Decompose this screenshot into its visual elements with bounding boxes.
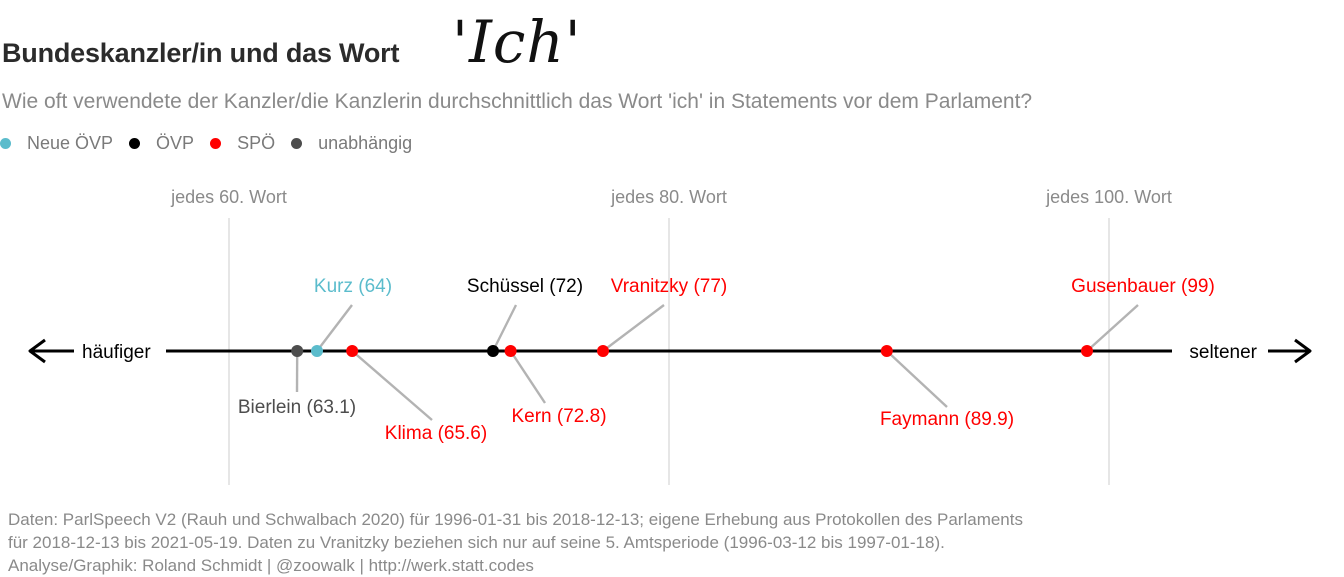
tick-label: jedes 80. Wort [610, 187, 727, 207]
tick-label: jedes 100. Wort [1045, 187, 1172, 207]
point-schüssel [487, 345, 499, 357]
point-label: Schüssel (72) [467, 276, 583, 297]
point-label: Gusenbauer (99) [1071, 276, 1215, 297]
connector-line [887, 351, 947, 407]
connector-line [1087, 305, 1138, 351]
point-faymann [881, 345, 893, 357]
connector-line [317, 305, 352, 351]
point-kern [505, 345, 517, 357]
connector-line [603, 305, 664, 351]
caption-line: Daten: ParlSpeech V2 (Rauh und Schwalbac… [8, 508, 1023, 531]
point-vranitzky [597, 345, 609, 357]
tick-label: jedes 60. Wort [170, 187, 287, 207]
right-direction-label: seltener [1189, 342, 1257, 363]
caption: Daten: ParlSpeech V2 (Rauh und Schwalbac… [8, 508, 1023, 577]
point-label: Klima (65.6) [385, 423, 487, 444]
point-klima [346, 345, 358, 357]
left-direction-label: häufiger [82, 342, 151, 363]
point-label: Kurz (64) [314, 276, 392, 297]
point-bierlein [291, 345, 303, 357]
point-label: Bierlein (63.1) [238, 397, 356, 418]
connector-line [493, 305, 516, 351]
point-label: Vranitzky (77) [611, 276, 728, 297]
connector-line [511, 351, 545, 403]
connector-line [352, 351, 432, 420]
point-label: Faymann (89.9) [880, 409, 1014, 430]
caption-line: Analyse/Graphik: Roland Schmidt | @zoowa… [8, 554, 1023, 577]
point-gusenbauer [1081, 345, 1093, 357]
point-kurz [311, 345, 323, 357]
point-label: Kern (72.8) [511, 406, 606, 427]
caption-line: für 2018-12-13 bis 2021-05-19. Daten zu … [8, 531, 1023, 554]
